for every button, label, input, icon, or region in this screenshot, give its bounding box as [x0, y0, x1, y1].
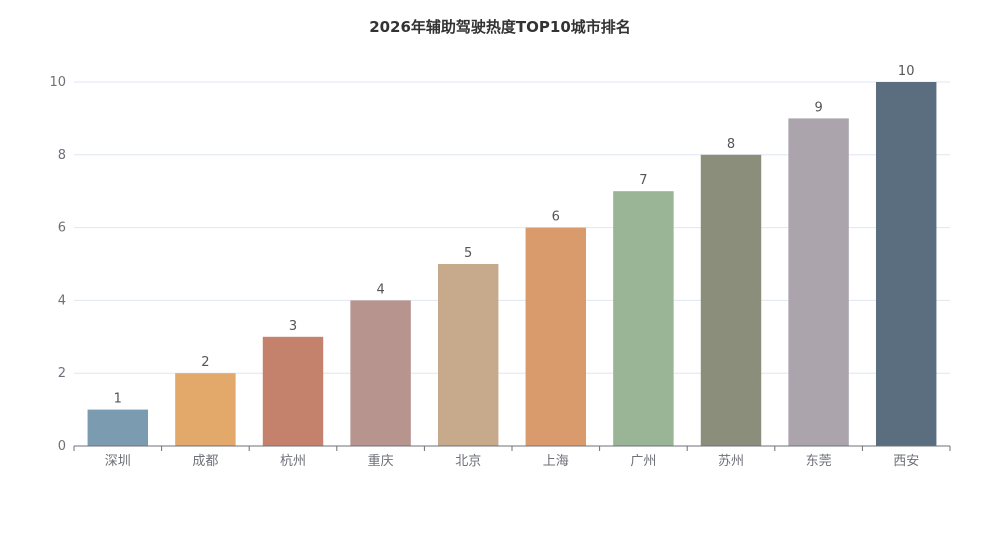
bar-1 [175, 373, 236, 446]
x-tick-label: 北京 [455, 454, 481, 469]
x-tick-label: 东莞 [806, 454, 832, 469]
data-label: 3 [289, 319, 297, 334]
data-label: 4 [376, 282, 384, 297]
bar-6 [613, 191, 674, 446]
y-tick-label: 2 [58, 366, 66, 381]
data-label: 2 [201, 355, 209, 370]
x-tick-label: 苏州 [718, 453, 744, 469]
y-tick-label: 6 [58, 221, 66, 236]
data-label: 7 [639, 173, 647, 188]
data-label: 5 [464, 246, 472, 261]
x-tick-label: 深圳 [105, 454, 131, 469]
data-labels: 1 2 3 4 5 6 7 8 9 10 [114, 64, 915, 407]
bar-5 [525, 227, 587, 446]
data-label: 1 [114, 392, 122, 407]
bar-9 [875, 82, 937, 446]
x-tick-label: 上海 [543, 454, 569, 469]
x-tick-label: 重庆 [368, 453, 394, 469]
bar-2 [262, 336, 324, 446]
x-tick-label: 广州 [630, 454, 656, 469]
y-tick-label: 4 [58, 293, 66, 308]
y-tick-label: 8 [58, 148, 66, 163]
y-tick-label: 10 [49, 75, 66, 90]
bar-8 [788, 118, 849, 447]
chart-title: 2026年辅助驾驶热度TOP10城市排名 [369, 18, 631, 36]
axes: 0 2 4 6 8 10 深圳 成都 杭州 重庆 北京 上海 广州 苏州 东莞 西安 [49, 75, 951, 469]
data-label: 9 [814, 100, 822, 115]
x-tick-label: 杭州 [280, 454, 306, 469]
bar-4 [437, 264, 499, 446]
bar-3 [350, 300, 411, 446]
x-tick-label: 成都 [192, 454, 218, 469]
x-tick-label: 西安 [893, 454, 919, 469]
bar-7 [700, 154, 762, 447]
bars [87, 82, 937, 447]
data-label: 10 [898, 64, 915, 79]
data-label: 8 [727, 137, 735, 152]
bar-0 [87, 409, 149, 446]
y-tick-label: 0 [58, 439, 66, 454]
data-label: 6 [552, 210, 560, 225]
